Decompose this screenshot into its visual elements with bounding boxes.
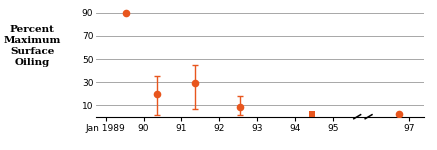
Text: Percent
Maximum
Surface
Oiling: Percent Maximum Surface Oiling (3, 25, 61, 67)
